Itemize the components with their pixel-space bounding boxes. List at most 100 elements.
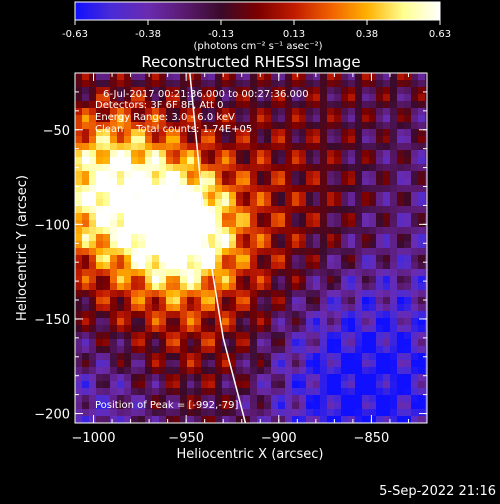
heatmap-cell — [404, 129, 411, 136]
heatmap-cell — [257, 332, 264, 339]
heatmap-cell — [145, 276, 152, 283]
heatmap-cell — [334, 381, 341, 388]
heatmap-cell — [96, 395, 103, 402]
heatmap-cell — [89, 283, 96, 290]
heatmap-cell — [390, 346, 397, 353]
colorbar-unit-label: (photons cm⁻² s⁻¹ asec⁻²) — [193, 41, 322, 52]
heatmap-cell — [103, 150, 110, 157]
heatmap-cell — [257, 360, 264, 367]
heatmap-cell — [82, 227, 89, 234]
heatmap-cell — [404, 80, 411, 87]
heatmap-cell — [425, 199, 427, 206]
heatmap-cell — [96, 94, 103, 101]
heatmap-cell — [411, 395, 418, 402]
heatmap-cell — [166, 115, 173, 122]
heatmap-cell — [145, 241, 152, 248]
heatmap-cell — [201, 311, 208, 318]
heatmap-cell — [348, 80, 355, 87]
heatmap-cell — [103, 346, 110, 353]
heatmap-cell — [117, 332, 124, 339]
heatmap-cell — [145, 374, 152, 381]
heatmap-cell — [152, 241, 159, 248]
colorbar-tick-label: -0.13 — [208, 29, 234, 40]
heatmap-cell — [236, 143, 243, 150]
heatmap-cell — [166, 297, 173, 304]
heatmap-cell — [285, 101, 292, 108]
heatmap-cell — [264, 94, 271, 101]
heatmap-cell — [348, 178, 355, 185]
heatmap-cell — [194, 94, 201, 101]
heatmap-cell — [264, 115, 271, 122]
heatmap-cell — [404, 402, 411, 409]
heatmap-cell — [110, 374, 117, 381]
heatmap-cell — [383, 304, 390, 311]
heatmap-cell — [411, 381, 418, 388]
heatmap-cell — [383, 220, 390, 227]
heatmap-cell — [341, 360, 348, 367]
heatmap-cell — [278, 346, 285, 353]
heatmap-cell — [187, 213, 194, 220]
heatmap-cell — [159, 101, 166, 108]
heatmap-cell — [173, 325, 180, 332]
heatmap-cell — [390, 325, 397, 332]
heatmap-cell — [320, 388, 327, 395]
heatmap-cell — [138, 339, 145, 346]
heatmap-cell — [278, 262, 285, 269]
heatmap-cell — [250, 248, 257, 255]
heatmap-cell — [327, 220, 334, 227]
heatmap-cell — [348, 87, 355, 94]
heatmap-cell — [110, 311, 117, 318]
heatmap-cell — [397, 339, 404, 346]
heatmap-cell — [425, 367, 427, 374]
heatmap-cell — [187, 409, 194, 416]
heatmap-cell — [75, 192, 82, 199]
heatmap-cell — [138, 241, 145, 248]
heatmap-cell — [369, 136, 376, 143]
heatmap-cell — [89, 206, 96, 213]
heatmap-cell — [194, 164, 201, 171]
heatmap-cell — [82, 150, 89, 157]
heatmap-cell — [425, 150, 427, 157]
heatmap-cell — [327, 276, 334, 283]
heatmap-cell — [96, 115, 103, 122]
heatmap-cell — [173, 80, 180, 87]
heatmap-cell — [187, 388, 194, 395]
heatmap-cell — [110, 192, 117, 199]
heatmap-cell — [201, 87, 208, 94]
heatmap-cell — [96, 381, 103, 388]
heatmap-cell — [229, 402, 236, 409]
heatmap-cell — [327, 395, 334, 402]
heatmap-cell — [180, 192, 187, 199]
heatmap-cell — [278, 374, 285, 381]
heatmap-cell — [131, 115, 138, 122]
heatmap-cell — [327, 87, 334, 94]
heatmap-cell — [250, 318, 257, 325]
heatmap-cell — [82, 220, 89, 227]
heatmap-cell — [236, 367, 243, 374]
heatmap-cell — [173, 248, 180, 255]
heatmap-cell — [278, 395, 285, 402]
heatmap-cell — [313, 332, 320, 339]
heatmap-cell — [131, 290, 138, 297]
heatmap-cell — [341, 353, 348, 360]
heatmap-cell — [418, 185, 425, 192]
heatmap-cell — [271, 248, 278, 255]
heatmap-cell — [264, 360, 271, 367]
heatmap-cell — [201, 283, 208, 290]
heatmap-cell — [159, 178, 166, 185]
heatmap-cell — [327, 262, 334, 269]
heatmap-cell — [285, 381, 292, 388]
heatmap-cell — [397, 150, 404, 157]
heatmap-cell — [397, 227, 404, 234]
heatmap-cell — [264, 164, 271, 171]
heatmap-cell — [278, 206, 285, 213]
heatmap-cell — [411, 157, 418, 164]
heatmap-cell — [285, 395, 292, 402]
heatmap-cell — [327, 353, 334, 360]
heatmap-cell — [117, 227, 124, 234]
heatmap-cell — [306, 262, 313, 269]
heatmap-cell — [243, 241, 250, 248]
x-tick-label: −950 — [168, 431, 204, 446]
heatmap-cell — [313, 339, 320, 346]
heatmap-cell — [166, 269, 173, 276]
